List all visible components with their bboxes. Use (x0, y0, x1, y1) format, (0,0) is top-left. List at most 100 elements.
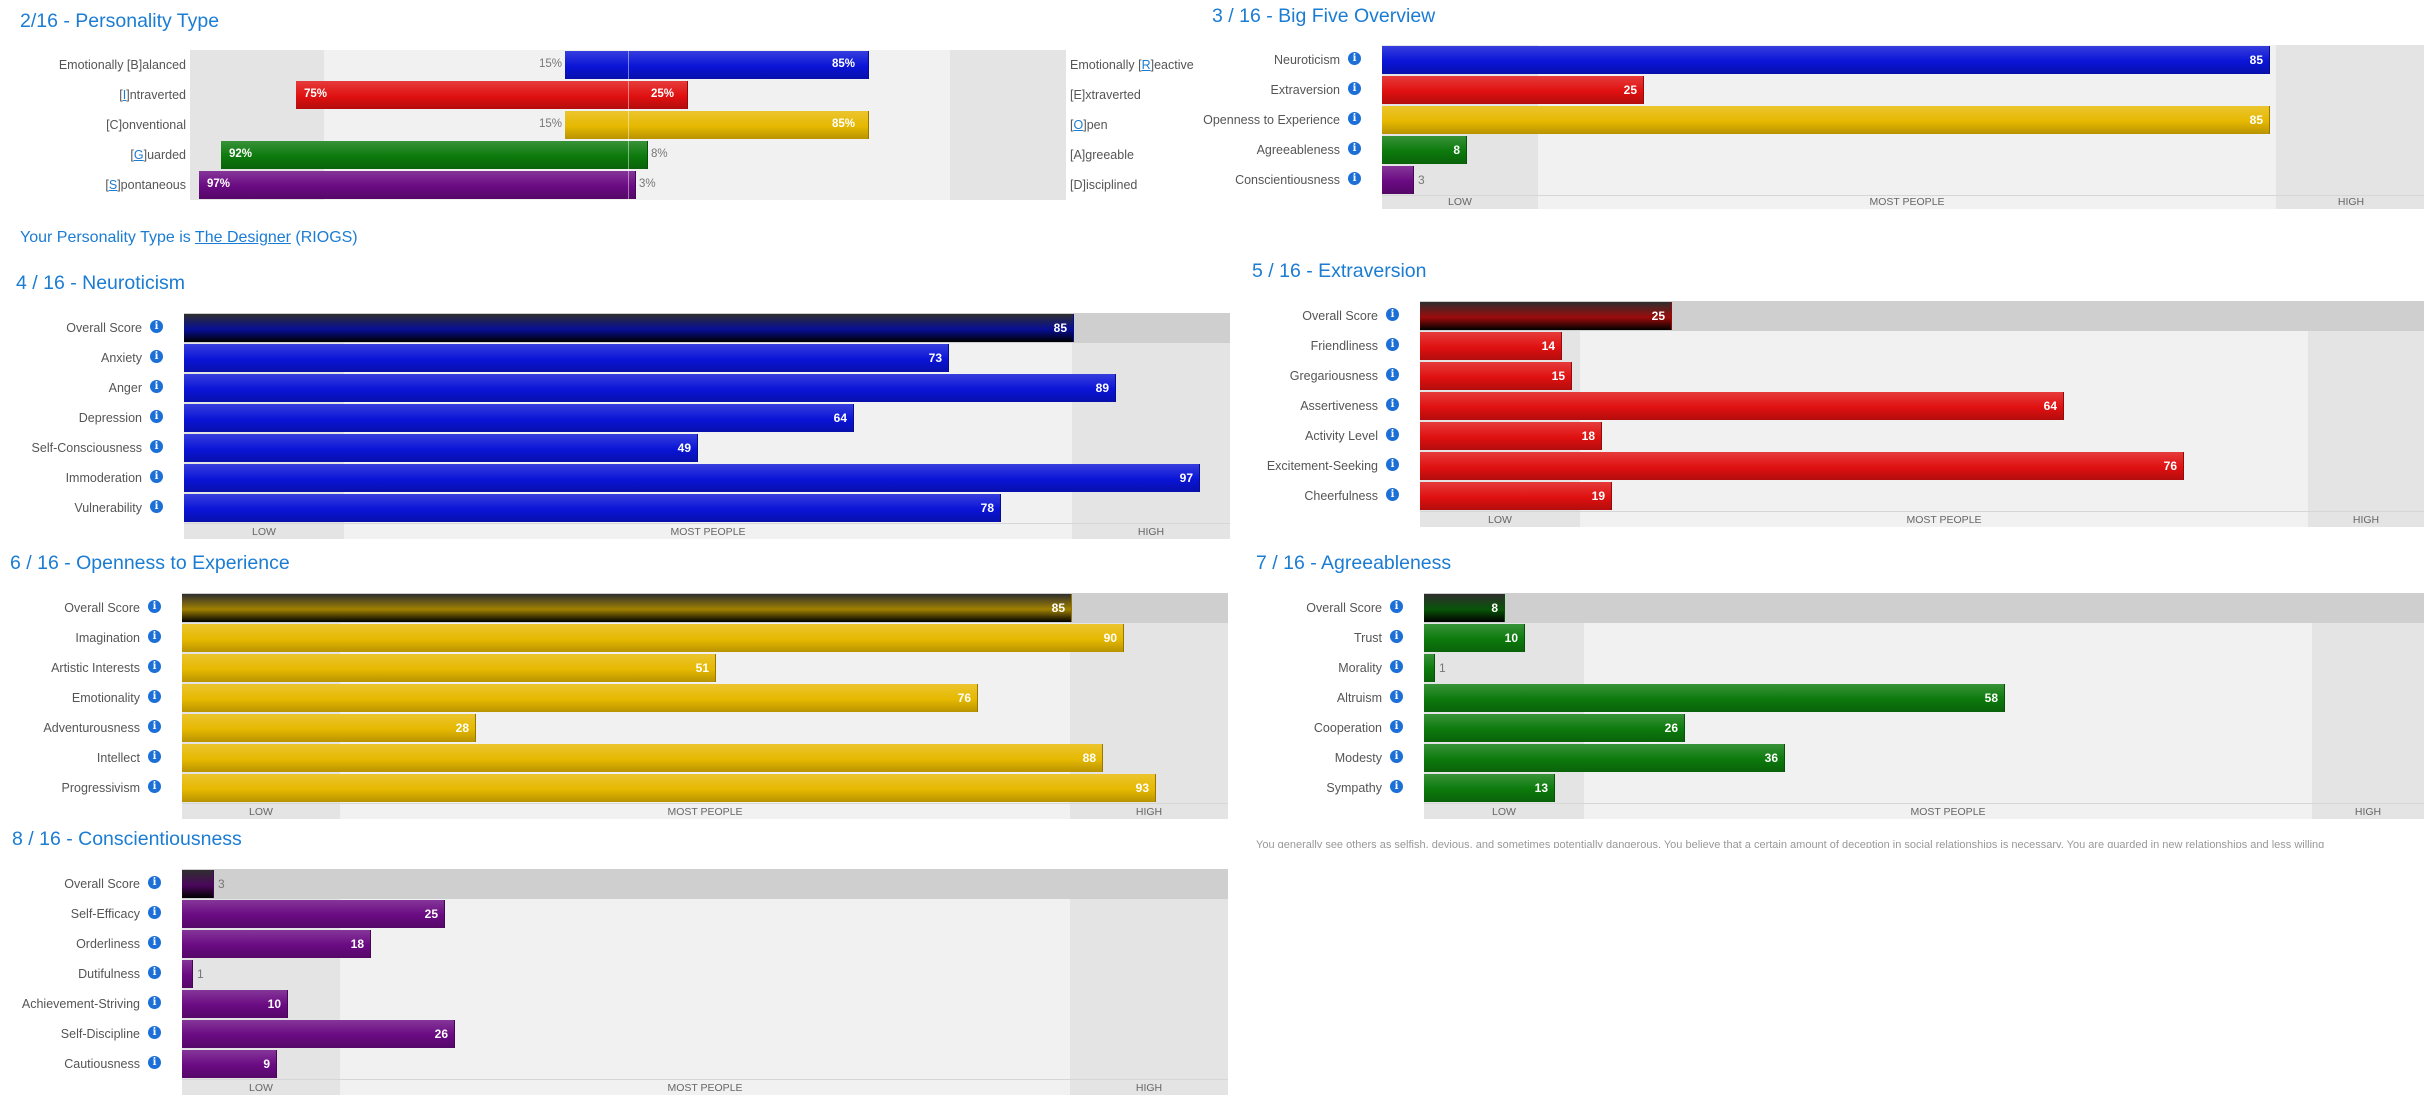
open-value: 88 (1082, 751, 1096, 765)
extra-bg-high (2308, 301, 2424, 527)
info-icon[interactable]: i (1390, 660, 1403, 673)
pt-bar (565, 51, 869, 79)
info-icon[interactable]: i (150, 500, 163, 513)
personality-type-title: 2/16 - Personality Type (20, 10, 220, 32)
neuro-axis-mid: MOST PEOPLE (670, 526, 746, 538)
extra-bar (1420, 332, 1562, 360)
info-icon[interactable]: i (148, 660, 161, 673)
extra-value: 15 (1551, 369, 1565, 383)
agreeableness-title: 7 / 16 - Agreeableness (1256, 552, 1452, 574)
pt-right-pct: 25% (651, 88, 675, 100)
info-icon[interactable]: i (150, 380, 163, 393)
info-icon[interactable]: i (1390, 600, 1403, 613)
info-icon[interactable]: i (1348, 172, 1361, 185)
extraversion-title: 5 / 16 - Extraversion (1252, 260, 1427, 282)
open-bar (182, 684, 978, 712)
open-value: 93 (1135, 781, 1149, 795)
info-icon[interactable]: i (148, 936, 161, 949)
info-icon[interactable]: i (150, 410, 163, 423)
info-icon[interactable]: i (1348, 82, 1361, 95)
info-icon[interactable]: i (1390, 690, 1403, 703)
info-icon[interactable]: i (150, 440, 163, 453)
info-icon[interactable]: i (1386, 308, 1399, 321)
consc-value: 25 (424, 907, 438, 921)
pt-right-label: [D]isciplined (1070, 178, 1137, 192)
info-icon[interactable]: i (148, 1056, 161, 1069)
info-icon[interactable]: i (1386, 428, 1399, 441)
info-icon[interactable]: i (148, 720, 161, 733)
pt-left-key[interactable]: G (133, 148, 144, 162)
info-icon[interactable]: i (1386, 368, 1399, 381)
info-icon[interactable]: i (148, 690, 161, 703)
pt-left-key[interactable]: I (122, 88, 127, 102)
extra-bar (1420, 302, 1672, 330)
info-icon[interactable]: i (1390, 780, 1403, 793)
pt-left-label: [C]onventional (0, 118, 186, 132)
type-line-prefix: Your Personality Type is (20, 229, 195, 246)
agree-label: Overall Score (1306, 601, 1382, 615)
pt-right-suffix: ]pen (1083, 118, 1108, 132)
info-icon[interactable]: i (148, 600, 161, 613)
type-line-suffix: (RIOGS) (290, 229, 358, 246)
info-icon[interactable]: i (148, 876, 161, 889)
consc-bar (182, 900, 445, 928)
info-icon[interactable]: i (148, 966, 161, 979)
info-icon[interactable]: i (150, 320, 163, 333)
consc-axis-line (182, 1079, 1228, 1080)
open-axis-mid: MOST PEOPLE (667, 806, 743, 818)
info-icon[interactable]: i (1386, 338, 1399, 351)
info-icon[interactable]: i (1348, 142, 1361, 155)
extra-value: 76 (2163, 459, 2177, 473)
info-icon[interactable]: i (148, 780, 161, 793)
open-axis-high: HIGH (1135, 806, 1163, 818)
pt-right-key[interactable]: R (1141, 58, 1151, 72)
extra-axis-mid: MOST PEOPLE (1906, 514, 1982, 526)
personality-type-chart: Emotionally [B]alanced Emotionally [R]eac… (0, 0, 1220, 210)
info-icon[interactable]: i (1390, 750, 1403, 763)
info-icon[interactable]: i (148, 630, 161, 643)
pt-center-line (628, 140, 629, 170)
agree-bar (1424, 684, 2005, 712)
info-icon[interactable]: i (1348, 52, 1361, 65)
info-icon[interactable]: i (1390, 720, 1403, 733)
open-label: Emotionality (71, 691, 140, 705)
info-icon[interactable]: i (1386, 488, 1399, 501)
agree-overall-band (1424, 593, 2424, 623)
big5-label: Neuroticism (1274, 53, 1340, 67)
extra-value: 64 (2043, 399, 2057, 413)
agree-bar (1424, 714, 1685, 742)
agree-bar (1424, 654, 1435, 682)
info-icon[interactable]: i (150, 350, 163, 363)
extra-label: Overall Score (1302, 309, 1378, 323)
pt-center-line (628, 170, 629, 200)
extra-bar (1420, 392, 2064, 420)
extra-label: Excitement-Seeking (1266, 459, 1378, 473)
pt-left-pct: 15% (539, 58, 563, 70)
consc-label: Orderliness (76, 937, 140, 951)
personality-type-link[interactable]: The Designer (194, 229, 291, 246)
info-icon[interactable]: i (1386, 458, 1399, 471)
info-icon[interactable]: i (148, 906, 161, 919)
info-icon[interactable]: i (148, 996, 161, 1009)
info-icon[interactable]: i (150, 470, 163, 483)
consc-label: Dutifulness (78, 967, 140, 981)
extra-axis-low: LOW (1488, 514, 1512, 526)
big5-bar (1382, 76, 1644, 104)
info-icon[interactable]: i (148, 1026, 161, 1039)
big5-bg-high (2276, 45, 2424, 209)
pt-left-key[interactable]: S (108, 178, 118, 192)
info-icon[interactable]: i (1348, 112, 1361, 125)
pt-right-key[interactable]: O (1073, 118, 1084, 132)
extra-value: 14 (1541, 339, 1555, 353)
info-icon[interactable]: i (1386, 398, 1399, 411)
info-icon[interactable]: i (148, 750, 161, 763)
pt-right-prefix: Emotionally [ (1070, 58, 1142, 72)
agree-bg-high (2312, 593, 2424, 819)
pt-center-line (628, 80, 629, 110)
open-bar (182, 594, 1072, 622)
pt-right-prefix: [D]isciplined (1070, 178, 1138, 192)
pt-left-suffix: ]pontaneous (117, 178, 186, 192)
big5-value: 3 (1418, 173, 1425, 187)
neuro-bar (184, 314, 1074, 342)
info-icon[interactable]: i (1390, 630, 1403, 643)
